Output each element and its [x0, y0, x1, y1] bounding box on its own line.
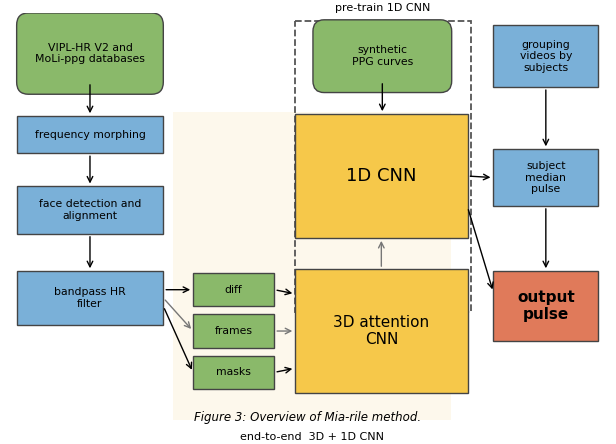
- FancyBboxPatch shape: [193, 314, 274, 348]
- FancyBboxPatch shape: [295, 114, 468, 238]
- FancyBboxPatch shape: [295, 269, 468, 393]
- FancyBboxPatch shape: [313, 20, 452, 92]
- FancyBboxPatch shape: [493, 25, 598, 87]
- Text: pre-train 1D CNN: pre-train 1D CNN: [335, 3, 431, 13]
- FancyBboxPatch shape: [17, 186, 163, 234]
- FancyBboxPatch shape: [17, 13, 163, 94]
- FancyBboxPatch shape: [17, 116, 163, 153]
- Text: frames: frames: [215, 326, 253, 336]
- Text: frequency morphing: frequency morphing: [34, 130, 145, 140]
- FancyBboxPatch shape: [193, 273, 274, 306]
- Text: 3D attention
CNN: 3D attention CNN: [333, 315, 429, 347]
- FancyBboxPatch shape: [173, 112, 451, 420]
- Text: synthetic
PPG curves: synthetic PPG curves: [352, 45, 413, 67]
- Text: Figure 3: Overview of Mia-rile method.: Figure 3: Overview of Mia-rile method.: [195, 411, 421, 424]
- FancyBboxPatch shape: [493, 149, 598, 206]
- Text: 1D CNN: 1D CNN: [346, 167, 416, 185]
- FancyBboxPatch shape: [193, 356, 274, 389]
- Text: bandpass HR
filter: bandpass HR filter: [54, 287, 126, 309]
- Text: face detection and
alignment: face detection and alignment: [39, 199, 141, 221]
- Text: end-to-end  3D + 1D CNN: end-to-end 3D + 1D CNN: [240, 432, 384, 442]
- FancyBboxPatch shape: [493, 271, 598, 341]
- Text: subject
median
pulse: subject median pulse: [525, 161, 566, 194]
- Text: grouping
videos by
subjects: grouping videos by subjects: [520, 40, 572, 73]
- FancyBboxPatch shape: [17, 271, 163, 325]
- Text: masks: masks: [216, 367, 251, 377]
- Text: diff: diff: [225, 285, 243, 295]
- Text: output
pulse: output pulse: [517, 290, 575, 322]
- Text: VIPL-HR V2 and
MoLi-ppg databases: VIPL-HR V2 and MoLi-ppg databases: [35, 43, 145, 64]
